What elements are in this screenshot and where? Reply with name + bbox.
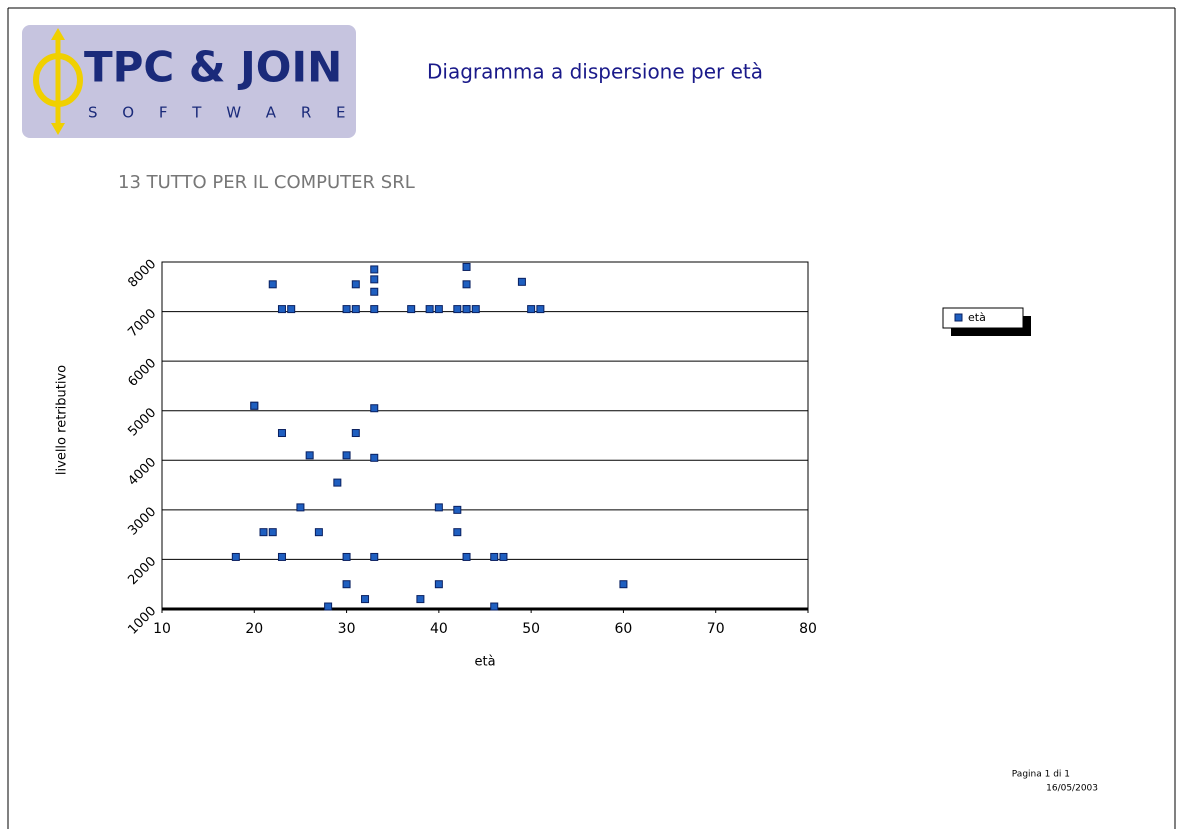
point (314, 528, 323, 537)
point (517, 277, 526, 286)
point (527, 305, 536, 314)
point (462, 305, 471, 314)
y-tick-label: 7000 (125, 306, 159, 340)
point (462, 280, 471, 289)
y-tick-label: 6000 (125, 356, 159, 390)
legend-box (942, 307, 1024, 329)
point (351, 280, 360, 289)
logo-tagline: S O F T W A R E (88, 104, 356, 122)
logo-brand: TPC & JOIN (84, 43, 342, 92)
footer-date: 16/05/2003 (1046, 784, 1098, 794)
plot-area (161, 261, 809, 610)
point (619, 580, 628, 589)
point (342, 451, 351, 460)
chart-subtitle: 13 TUTTO PER IL COMPUTER SRL (118, 172, 415, 193)
point (287, 305, 296, 314)
point (499, 552, 508, 561)
point (324, 602, 333, 611)
point (434, 305, 443, 314)
x-tick-label: 70 (707, 621, 725, 637)
y-tick-label: 4000 (125, 455, 159, 489)
point (453, 505, 462, 514)
point (490, 552, 499, 561)
x-tick-label: 50 (522, 621, 540, 637)
legend-marker (954, 313, 963, 322)
point (305, 451, 314, 460)
point (462, 552, 471, 561)
x-tick-label: 60 (615, 621, 633, 637)
point (370, 453, 379, 462)
y-axis-label: livello retributivo (55, 365, 70, 475)
point (250, 401, 259, 410)
point (462, 262, 471, 271)
x-tick-label: 30 (338, 621, 356, 637)
y-tick-label: 5000 (125, 405, 159, 439)
x-axis-label: età (474, 655, 495, 670)
point (296, 503, 305, 512)
point (268, 280, 277, 289)
point (490, 602, 499, 611)
chart-title: Diagramma a dispersione per età (427, 60, 763, 84)
point (416, 595, 425, 604)
point (351, 429, 360, 438)
point (370, 305, 379, 314)
point (407, 305, 416, 314)
point (453, 305, 462, 314)
point (370, 287, 379, 296)
x-tick-label: 40 (430, 621, 448, 637)
footer-page: Pagina 1 di 1 (1012, 770, 1070, 780)
point (351, 305, 360, 314)
x-tick-label: 80 (799, 621, 817, 637)
point (370, 552, 379, 561)
point (342, 580, 351, 589)
x-tick-label: 20 (245, 621, 263, 637)
point (277, 305, 286, 314)
y-tick-label: 8000 (125, 257, 159, 291)
point (453, 528, 462, 537)
point (434, 503, 443, 512)
point (536, 305, 545, 314)
point (277, 552, 286, 561)
point (277, 429, 286, 438)
point (471, 305, 480, 314)
point (434, 580, 443, 589)
legend-label: età (968, 311, 986, 324)
point (342, 305, 351, 314)
y-tick-label: 3000 (125, 505, 159, 539)
y-tick-label: 2000 (125, 554, 159, 588)
point (268, 528, 277, 537)
point (333, 478, 342, 487)
point (370, 275, 379, 284)
point (370, 265, 379, 274)
point (231, 552, 240, 561)
logo-box (22, 25, 356, 138)
point (361, 595, 370, 604)
x-tick-label: 10 (153, 621, 171, 637)
point (370, 404, 379, 413)
point (259, 528, 268, 537)
point (342, 552, 351, 561)
logo-icon (33, 28, 83, 135)
point (425, 305, 434, 314)
